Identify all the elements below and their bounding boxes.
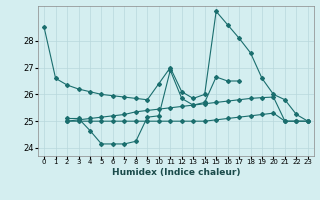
X-axis label: Humidex (Indice chaleur): Humidex (Indice chaleur): [112, 168, 240, 177]
